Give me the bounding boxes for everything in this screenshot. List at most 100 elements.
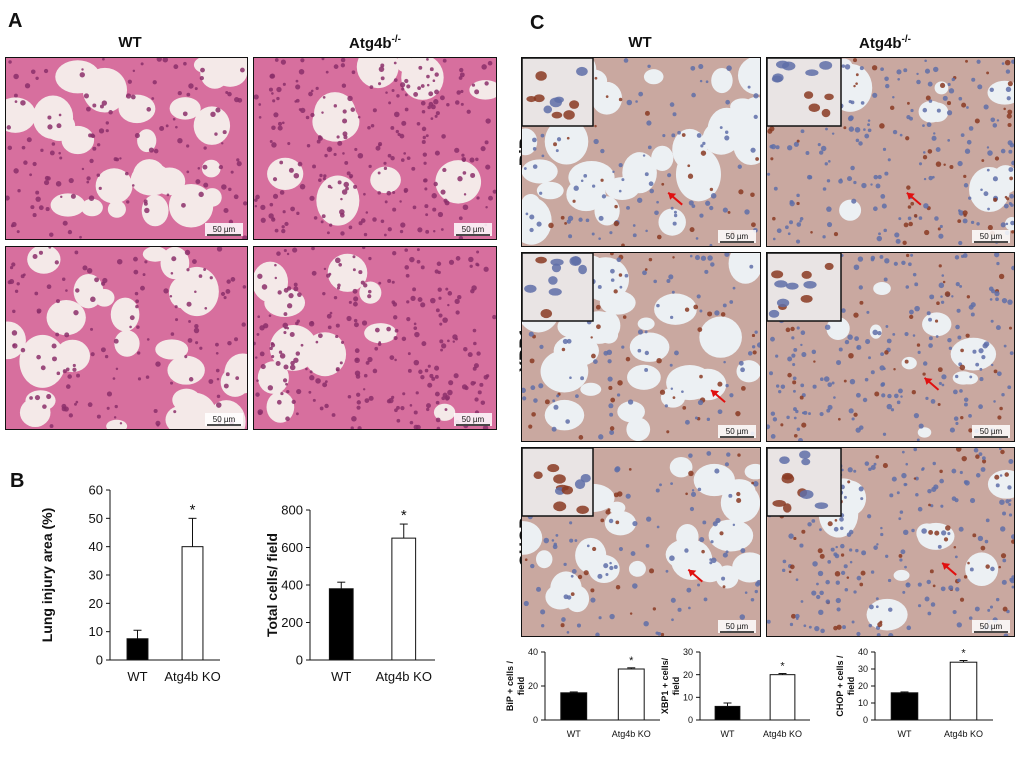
cell-nucleus	[597, 285, 602, 289]
cell-nucleus	[413, 410, 418, 415]
cell-nucleus	[656, 234, 662, 240]
cell-nucleus	[956, 622, 962, 628]
cell-nucleus	[720, 312, 726, 317]
cell-nucleus	[906, 185, 911, 190]
cell-nucleus	[613, 565, 618, 570]
cell-nucleus	[978, 404, 983, 410]
cell-nucleus	[988, 286, 994, 292]
cell-nucleus	[353, 184, 358, 189]
cell-nucleus	[463, 346, 468, 352]
cell-nucleus	[1010, 534, 1014, 540]
cell-nucleus	[578, 217, 583, 222]
cell-nucleus	[722, 303, 727, 308]
cell-nucleus	[923, 177, 927, 181]
alveolar-space	[27, 247, 61, 274]
scale-bar-label: 50 µm	[726, 232, 749, 241]
cell-nucleus	[420, 375, 425, 380]
cell-nucleus	[710, 540, 714, 544]
cell-nucleus	[216, 247, 223, 252]
cell-nucleus	[971, 77, 976, 82]
cell-nucleus	[855, 138, 860, 143]
cell-nucleus	[901, 472, 907, 479]
cell-nucleus	[261, 284, 268, 290]
cell-nucleus	[825, 579, 830, 585]
cell-nucleus	[994, 156, 1000, 161]
cell-nucleus	[199, 75, 204, 81]
scale-bar: 50 µm	[972, 620, 1010, 633]
cell-nucleus	[939, 478, 944, 484]
cell-nucleus	[68, 413, 73, 418]
cell-nucleus	[67, 229, 73, 235]
cell-nucleus	[383, 233, 387, 237]
cell-nucleus	[722, 207, 728, 213]
cell-nucleus	[319, 173, 323, 178]
cell-nucleus	[79, 72, 85, 78]
cell-nucleus	[425, 229, 430, 234]
cell-nucleus	[344, 160, 349, 165]
cell-nucleus	[903, 68, 908, 73]
alveolar-space	[50, 193, 86, 217]
cell-nucleus	[827, 404, 833, 410]
cell-nucleus	[598, 434, 604, 440]
cell-nucleus	[987, 608, 991, 612]
cell-nucleus	[609, 565, 614, 571]
cell-nucleus	[308, 91, 313, 97]
cell-nucleus	[622, 315, 627, 319]
cell-nucleus	[426, 83, 430, 87]
x-category-label: WT	[721, 729, 735, 739]
cell-nucleus	[685, 492, 688, 496]
cell-nucleus	[962, 210, 968, 216]
alveolar-space	[114, 330, 140, 357]
cell-nucleus	[391, 300, 396, 305]
cell-nucleus	[14, 289, 19, 293]
cell-nucleus	[736, 491, 741, 497]
cell-nucleus	[269, 346, 273, 351]
cell-nucleus	[898, 554, 903, 558]
cell-nucleus	[937, 544, 942, 549]
cell-nucleus	[305, 367, 308, 371]
alveolar-space	[327, 253, 368, 292]
cell-nucleus	[295, 84, 301, 90]
cell-nucleus	[173, 410, 177, 414]
cell-nucleus	[352, 255, 356, 259]
cell-nucleus	[981, 459, 987, 464]
cell-nucleus	[329, 223, 333, 227]
cell-nucleus	[74, 250, 79, 255]
alveolar-space	[926, 102, 949, 123]
cell-nucleus	[225, 372, 230, 377]
cell-nucleus	[340, 197, 343, 201]
cell-nucleus	[986, 146, 990, 149]
alveolar-space	[535, 550, 553, 569]
cell-nucleus	[354, 147, 358, 151]
cell-nucleus	[855, 82, 858, 85]
he-micrograph-ko-low: 50 µm	[253, 57, 497, 240]
cell-nucleus	[907, 205, 912, 209]
cell-nucleus	[356, 400, 362, 405]
cell-nucleus	[426, 403, 432, 409]
cell-nucleus	[849, 560, 853, 564]
cell-nucleus	[1011, 585, 1014, 589]
cell-nucleus	[872, 329, 878, 336]
cell-nucleus	[464, 385, 469, 391]
cell-nucleus	[11, 330, 18, 336]
cell-nucleus	[1008, 502, 1012, 506]
cell-nucleus	[776, 228, 782, 234]
cell-nucleus	[898, 517, 902, 521]
bar	[391, 537, 417, 661]
cell-nucleus	[415, 424, 421, 429]
cell-nucleus	[90, 296, 96, 303]
cell-nucleus	[271, 354, 275, 359]
cell-nucleus	[608, 385, 613, 391]
cell-nucleus	[922, 361, 928, 366]
cell-nucleus	[424, 187, 428, 191]
cell-nucleus	[529, 227, 534, 233]
cell-nucleus	[699, 79, 703, 83]
cell-nucleus	[372, 108, 377, 113]
cell-nucleus	[368, 395, 374, 401]
cell-nucleus	[695, 237, 699, 240]
cell-nucleus	[333, 104, 338, 108]
cell-nucleus	[435, 111, 440, 116]
cell-nucleus	[993, 197, 998, 202]
cell-nucleus	[133, 269, 139, 275]
